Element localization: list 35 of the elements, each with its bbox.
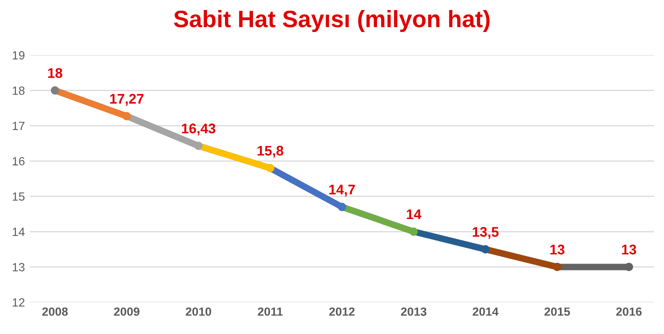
point xyxy=(122,112,131,120)
point xyxy=(266,164,274,172)
y-tick-label: 12 xyxy=(12,298,24,307)
x-tick-label: 2009 xyxy=(114,307,140,316)
data-label: 18 xyxy=(48,68,62,78)
data-label: 13 xyxy=(550,244,564,255)
data-label: 17,27 xyxy=(110,94,144,106)
data-label: 16,43 xyxy=(182,124,216,136)
data-label: 14,7 xyxy=(329,184,355,196)
point xyxy=(338,202,346,212)
data-label: 14 xyxy=(406,209,422,220)
point xyxy=(553,262,562,272)
point xyxy=(50,86,60,95)
x-tick-label: 2016 xyxy=(616,307,642,316)
x-tick-label: 2012 xyxy=(329,307,355,316)
y-tick-label: 16 xyxy=(12,157,24,166)
y-tick-label: 18 xyxy=(12,86,25,95)
y-tick-label: 15 xyxy=(12,192,25,201)
data-label: 13,5 xyxy=(472,227,499,239)
y-tick-label: 17 xyxy=(12,122,24,130)
point xyxy=(481,245,490,254)
data-label: 13 xyxy=(622,244,636,255)
x-tick-label: 2013 xyxy=(400,307,426,316)
point xyxy=(194,142,203,150)
x-tick-label: 2011 xyxy=(258,307,283,316)
x-tick-label: 2015 xyxy=(544,307,570,316)
chart-title: Sabit Hat Sayısı (milyon hat) xyxy=(174,10,490,32)
y-tick-label: 13 xyxy=(12,262,24,272)
y-tick-label: 19 xyxy=(12,51,24,60)
y-tick-label: 14 xyxy=(12,228,25,236)
x-tick-label: 2014 xyxy=(472,307,499,316)
point xyxy=(410,227,418,236)
x-tick-label: 2010 xyxy=(186,307,212,316)
data-label: 15,8 xyxy=(258,146,284,158)
x-tick-label: 2008 xyxy=(42,307,68,316)
